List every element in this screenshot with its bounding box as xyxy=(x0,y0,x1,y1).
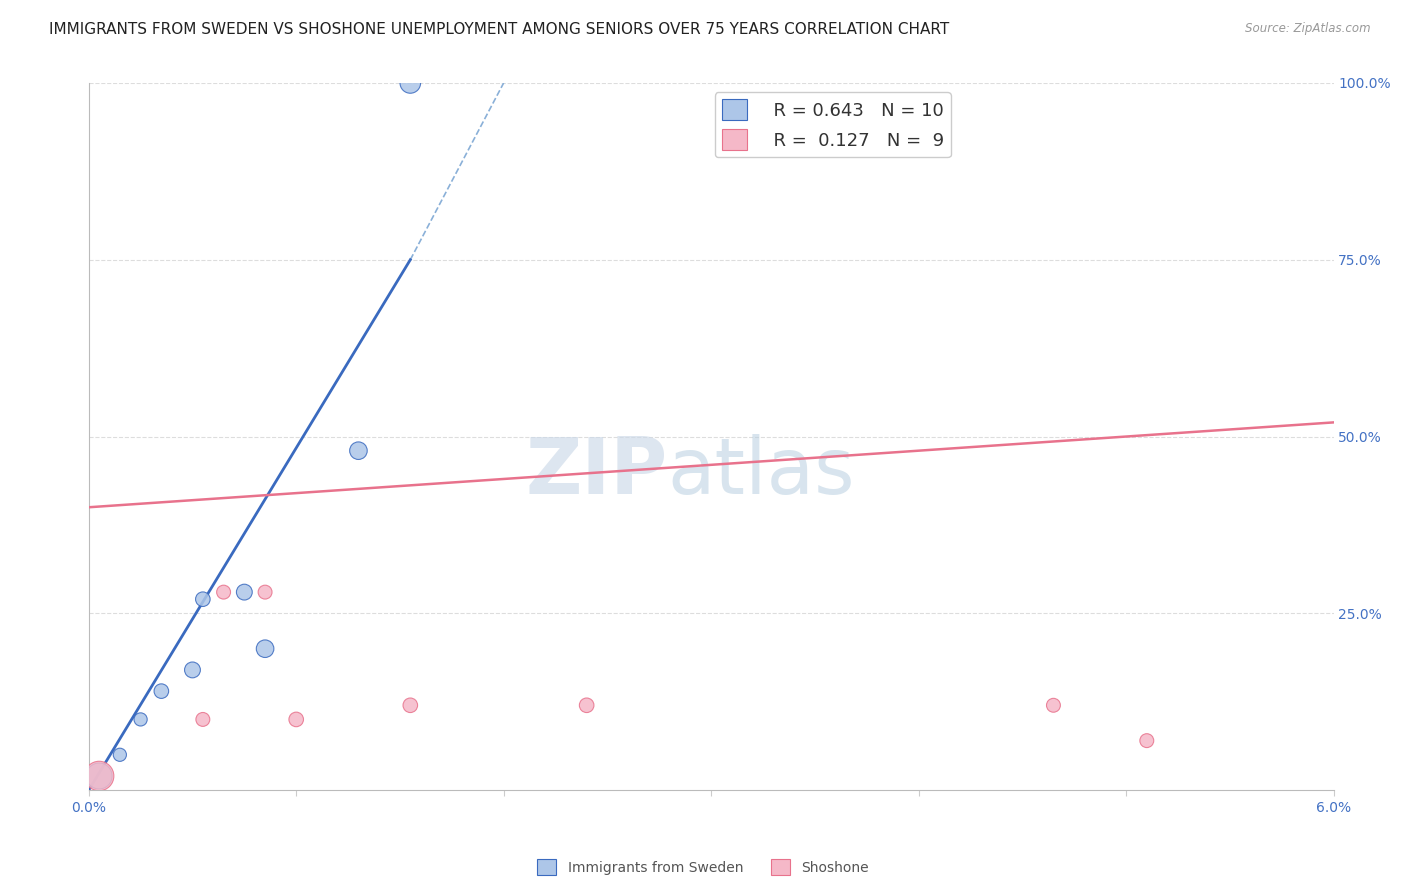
Text: atlas: atlas xyxy=(668,434,855,510)
Text: IMMIGRANTS FROM SWEDEN VS SHOSHONE UNEMPLOYMENT AMONG SENIORS OVER 75 YEARS CORR: IMMIGRANTS FROM SWEDEN VS SHOSHONE UNEMP… xyxy=(49,22,949,37)
Point xyxy=(87,769,110,783)
Point xyxy=(575,698,598,713)
Point xyxy=(254,641,277,656)
Point xyxy=(399,698,422,713)
Point xyxy=(254,585,277,599)
Point xyxy=(212,585,235,599)
Text: ZIP: ZIP xyxy=(526,434,668,510)
Point xyxy=(108,747,131,762)
Point xyxy=(150,684,173,698)
Point xyxy=(1042,698,1064,713)
Point xyxy=(399,76,422,90)
Text: Source: ZipAtlas.com: Source: ZipAtlas.com xyxy=(1246,22,1371,36)
Point xyxy=(347,443,370,458)
Point xyxy=(191,713,214,727)
Point xyxy=(181,663,204,677)
Point xyxy=(87,769,110,783)
Point xyxy=(129,713,152,727)
Legend:   R = 0.643   N = 10,   R =  0.127   N =  9: R = 0.643 N = 10, R = 0.127 N = 9 xyxy=(714,92,950,157)
Point xyxy=(285,713,308,727)
Point xyxy=(233,585,256,599)
Point xyxy=(1136,733,1159,747)
Legend: Immigrants from Sweden, Shoshone: Immigrants from Sweden, Shoshone xyxy=(531,854,875,880)
Point xyxy=(191,592,214,607)
